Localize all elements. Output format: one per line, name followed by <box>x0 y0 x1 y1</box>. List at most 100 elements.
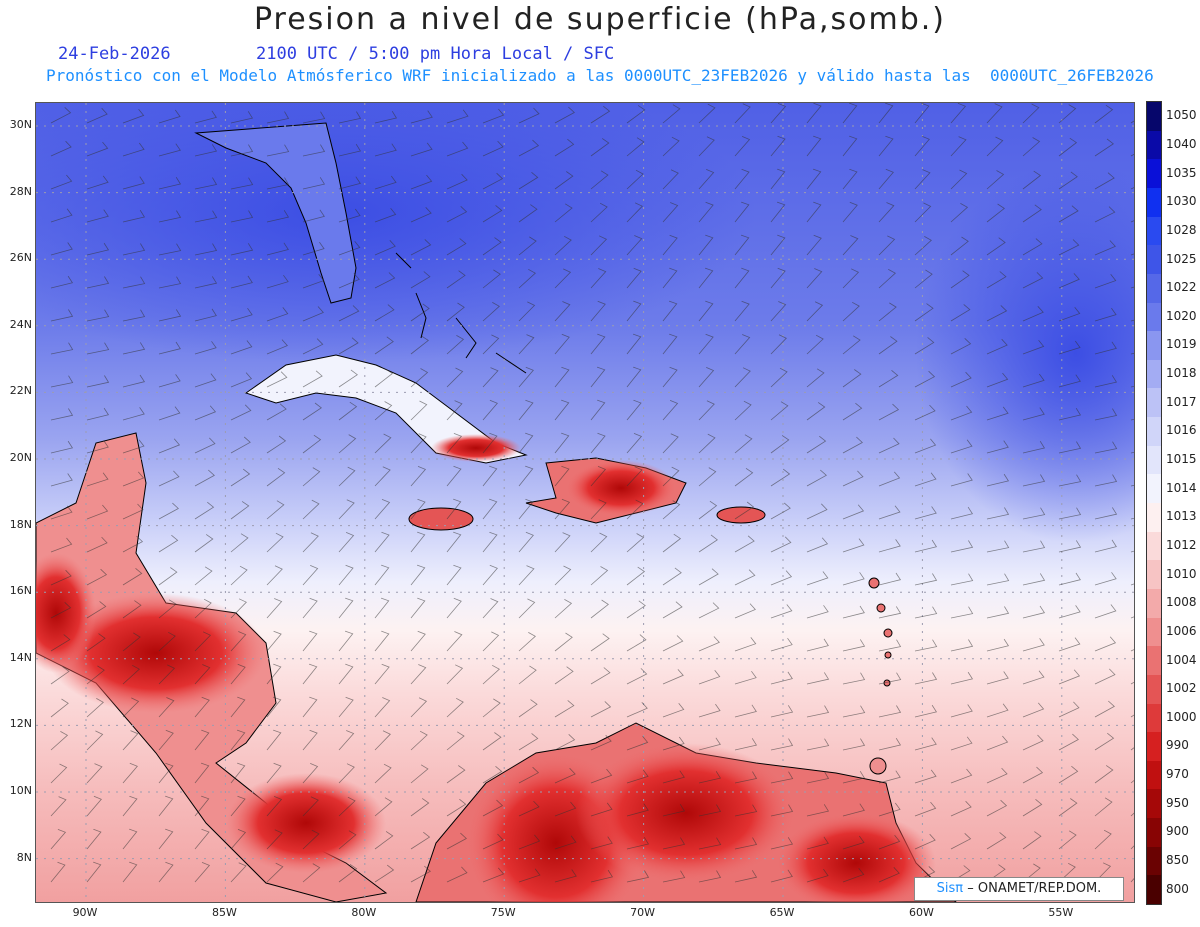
wind-barb <box>662 500 681 520</box>
wind-barb <box>446 498 462 520</box>
wind-barb <box>410 433 427 454</box>
wind-barb <box>950 439 973 454</box>
wind-barb <box>266 339 288 355</box>
wind-barb <box>734 501 755 520</box>
wind-barb <box>626 803 649 817</box>
wind-barb <box>950 736 973 751</box>
wind-barb <box>950 768 973 784</box>
wind-barb <box>230 144 254 157</box>
wind-barb <box>266 598 283 619</box>
wind-barb <box>842 605 865 619</box>
wind-barb <box>50 440 74 454</box>
wind-barb <box>1022 204 1042 223</box>
wind-barb <box>626 267 642 289</box>
wind-barb <box>842 835 865 850</box>
colorbar-label: 1022 <box>1166 280 1197 295</box>
wind-barb <box>806 135 822 157</box>
wind-barb <box>1022 573 1046 586</box>
wind-barb <box>50 505 73 520</box>
wind-barb <box>806 334 824 355</box>
wind-barb <box>1022 170 1042 190</box>
wind-barb <box>50 473 73 487</box>
wind-barb <box>518 268 536 289</box>
lon-label: 90W <box>72 906 98 919</box>
wind-barb <box>230 177 254 190</box>
wind-barb <box>410 831 431 850</box>
wind-barb <box>446 564 462 586</box>
wind-barb <box>1022 373 1045 388</box>
wind-barb <box>518 236 537 256</box>
wind-barb <box>842 103 858 124</box>
colorbar-label: 990 <box>1166 738 1189 753</box>
wind-barb <box>518 171 539 190</box>
wind-barb <box>266 862 284 883</box>
wind-barb <box>806 402 826 421</box>
wind-barb <box>194 144 218 157</box>
wind-barb <box>1094 507 1118 520</box>
wind-barb <box>662 366 678 388</box>
low-pressure-east-cuba <box>431 434 521 462</box>
wind-barb <box>914 833 936 850</box>
model-info: Pronóstico con el Modelo Atmósferico WRF… <box>46 66 1154 85</box>
wind-barb <box>86 665 105 685</box>
lat-label: 12N <box>9 717 32 731</box>
wind-barb <box>914 672 938 685</box>
wind-barb <box>878 437 900 454</box>
wind-barb <box>698 568 719 586</box>
wind-barb <box>194 762 210 784</box>
wind-barb <box>266 630 282 652</box>
wind-barb <box>122 407 145 421</box>
wind-barb <box>446 866 468 883</box>
wind-barb <box>626 870 650 883</box>
wind-barb <box>122 374 146 388</box>
colorbar-label: 1013 <box>1166 509 1197 524</box>
wind-barb <box>878 639 902 652</box>
wind-barb <box>1022 440 1046 454</box>
wind-barb <box>158 795 174 817</box>
wind-barb <box>410 564 426 586</box>
wind-barb <box>338 763 355 784</box>
wind-barb <box>950 236 969 256</box>
colorbar-segment <box>1147 388 1161 418</box>
wind-barb <box>194 373 217 388</box>
wind-barb <box>518 834 541 850</box>
wind-barb <box>482 334 500 355</box>
wind-barb <box>374 531 390 553</box>
wind-barb <box>1094 375 1118 388</box>
wind-barb <box>842 436 863 454</box>
wind-barb <box>86 633 106 652</box>
wind-barb <box>806 168 822 190</box>
wind-barb <box>662 702 685 718</box>
wind-barb <box>338 176 361 190</box>
colorbar-label: 1004 <box>1166 652 1197 667</box>
wind-barb <box>266 663 282 685</box>
wind-barb <box>266 403 287 421</box>
wind-barb <box>554 869 577 883</box>
wind-barb <box>482 698 501 718</box>
wind-barb <box>698 400 715 421</box>
wind-barb <box>194 405 217 421</box>
wind-barb <box>878 135 894 157</box>
wind-barb <box>86 698 104 718</box>
wind-barb <box>302 177 326 190</box>
wind-barb <box>986 170 1005 190</box>
wind-barb <box>158 438 181 454</box>
wind-barb <box>446 141 469 157</box>
wind-barb <box>770 604 793 619</box>
wind-barb <box>338 532 355 553</box>
wind-barb <box>374 240 396 256</box>
wind-barb <box>842 538 865 553</box>
wind-barb <box>266 144 290 157</box>
wind-barb <box>554 632 573 652</box>
wind-barb <box>194 501 215 520</box>
map-title: Presion a nivel de superficie (hPa,somb.… <box>253 2 947 37</box>
wind-barb <box>482 367 499 388</box>
wind-barb <box>518 301 536 322</box>
wind-barb <box>662 400 679 421</box>
wind-barb <box>662 837 686 850</box>
wind-barb <box>986 767 1008 784</box>
colorbar-label: 1025 <box>1166 251 1197 266</box>
wind-barb <box>338 730 355 751</box>
wind-barb <box>266 829 283 850</box>
wind-barb <box>158 341 181 355</box>
